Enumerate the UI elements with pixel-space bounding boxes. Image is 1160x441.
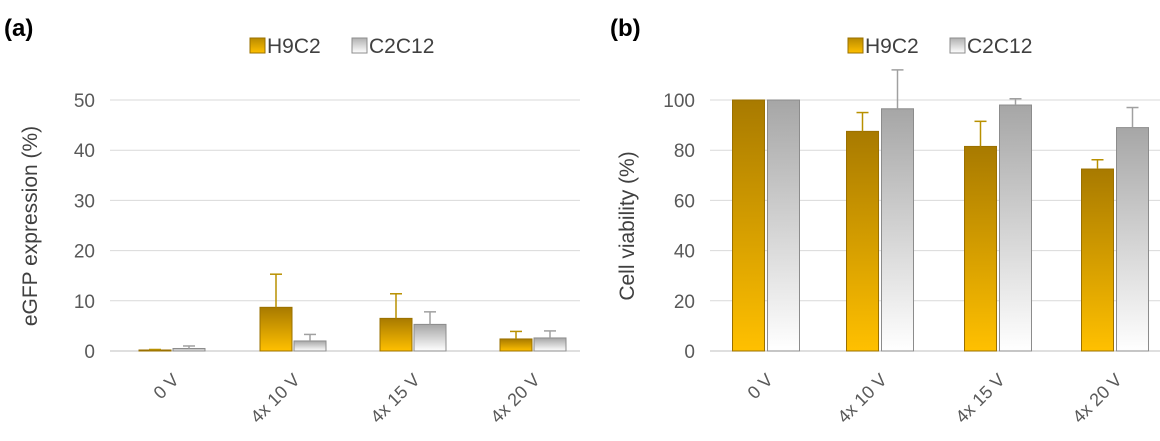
legend-label-c2c12: C2C12 <box>967 35 1032 58</box>
legend-swatch-h9c2 <box>249 37 266 54</box>
x-ticks-a: 0 V 4x 10 V 4x 15 V 4x 20 V <box>150 370 544 427</box>
x-tick-label: 4x 15 V <box>367 370 424 427</box>
error-bars-b <box>856 69 1139 170</box>
y-tick-label: 20 <box>674 292 695 313</box>
bar-h9c2 <box>964 145 997 352</box>
y-tick-label: 50 <box>74 91 95 112</box>
y-tick-label: 10 <box>74 292 95 313</box>
legend-swatch-h9c2 <box>847 37 864 54</box>
y-ticks-a: 0 10 20 30 40 50 <box>74 91 95 363</box>
legend-label-c2c12: C2C12 <box>369 35 434 58</box>
legend-label-h9c2: H9C2 <box>865 35 919 58</box>
legend-swatch-c2c12 <box>949 37 966 54</box>
bar-c2c12 <box>533 337 567 352</box>
bar-c2c12 <box>293 340 327 352</box>
bar-c2c12 <box>767 99 800 352</box>
bars-b <box>732 99 1149 352</box>
y-axis-title-a: eGFP expression (%) <box>19 126 42 326</box>
y-ticks-b: 0 20 40 60 80 100 <box>663 91 695 363</box>
bar-c2c12 <box>999 104 1032 352</box>
legend-swatch-c2c12 <box>351 37 368 54</box>
bar-h9c2 <box>1081 168 1114 352</box>
legend-b: H9C2 C2C12 <box>847 35 1032 58</box>
x-tick-label: 4x 10 V <box>247 370 304 427</box>
y-axis-title-b: Cell viability (%) <box>616 151 639 300</box>
x-ticks-b: 0 V 4x 10 V 4x 15 V 4x 20 V <box>744 370 1126 427</box>
bar-c2c12 <box>413 323 447 352</box>
bar-c2c12 <box>881 108 914 352</box>
y-tick-label: 30 <box>74 191 95 212</box>
y-tick-label: 0 <box>684 342 695 363</box>
y-tick-label: 40 <box>74 141 95 162</box>
y-tick-label: 20 <box>74 242 95 263</box>
x-tick-label: 0 V <box>150 370 183 403</box>
bar-h9c2 <box>259 306 293 352</box>
x-tick-label: 4x 20 V <box>1069 370 1126 427</box>
grid-a <box>110 99 580 352</box>
panel-label-a: (a) <box>4 15 33 42</box>
x-tick-label: 0 V <box>744 370 777 403</box>
bar-h9c2 <box>846 130 879 352</box>
legend-label-h9c2: H9C2 <box>267 35 321 58</box>
bar-c2c12 <box>172 347 206 352</box>
y-tick-label: 100 <box>663 91 695 112</box>
y-tick-label: 0 <box>84 342 95 363</box>
chart-b: (b) H9C2 C2C12 0 20 40 60 80 100 0 V 4x 10 V 4x… <box>610 15 1160 427</box>
panel-label-b: (b) <box>610 15 641 42</box>
x-tick-label: 4x 10 V <box>834 370 891 427</box>
x-tick-label: 4x 15 V <box>952 370 1009 427</box>
y-tick-label: 60 <box>674 191 695 212</box>
error-bars-a <box>149 273 556 351</box>
bars-a <box>138 306 567 352</box>
chart-a: (a) H9C2 C2C12 0 10 20 30 40 50 0 V 4x 10 V 4x … <box>4 15 580 427</box>
bar-h9c2 <box>499 338 533 352</box>
x-tick-label: 4x 20 V <box>487 370 544 427</box>
bar-h9c2 <box>732 99 765 352</box>
legend-a: H9C2 C2C12 <box>249 35 434 58</box>
y-tick-label: 80 <box>674 141 695 162</box>
bar-c2c12 <box>1116 127 1149 352</box>
bar-h9c2 <box>379 317 413 352</box>
y-tick-label: 40 <box>674 242 695 263</box>
